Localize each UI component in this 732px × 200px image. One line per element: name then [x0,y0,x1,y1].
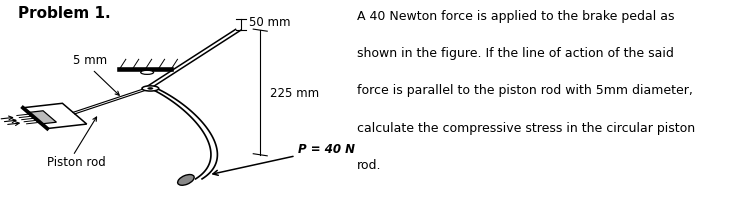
Text: rod.: rod. [357,158,381,171]
Circle shape [148,88,153,90]
Circle shape [142,86,159,92]
Polygon shape [27,111,56,124]
Text: Problem 1.: Problem 1. [18,6,111,21]
Text: 225 mm: 225 mm [270,87,319,99]
Text: 50 mm: 50 mm [249,16,290,28]
Text: calculate the compressive stress in the circular piston: calculate the compressive stress in the … [357,121,695,134]
Ellipse shape [178,175,194,185]
Circle shape [141,71,154,75]
Text: shown in the figure. If the line of action of the said: shown in the figure. If the line of acti… [357,47,674,60]
Text: 5 mm: 5 mm [72,54,107,66]
Text: P = 40 N: P = 40 N [298,142,355,155]
Text: A 40 Newton force is applied to the brake pedal as: A 40 Newton force is applied to the brak… [357,10,675,23]
Text: force is parallel to the piston rod with 5mm diameter,: force is parallel to the piston rod with… [357,84,693,97]
Text: Piston rod: Piston rod [47,156,105,168]
